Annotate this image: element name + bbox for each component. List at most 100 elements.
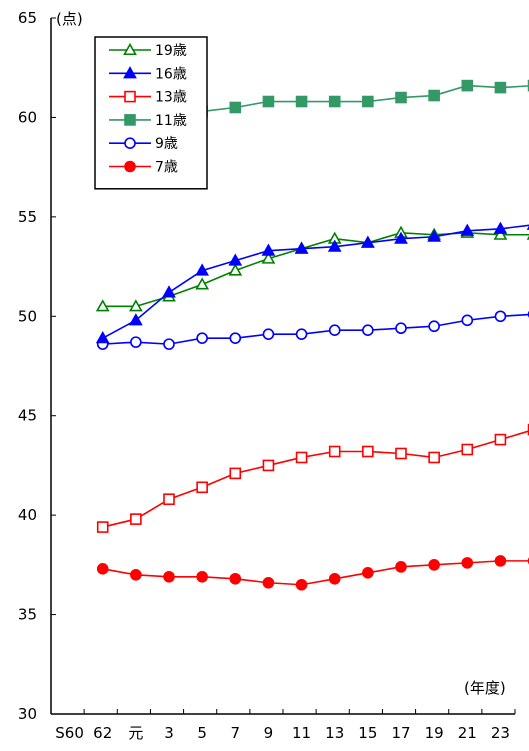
series-6-point [428, 559, 440, 571]
series-1-point [195, 277, 210, 290]
series-6-point [130, 568, 142, 581]
y-tick-label: 35 [18, 606, 37, 624]
y-tick-label: 30 [18, 705, 37, 723]
x-tick-label: 13 [325, 724, 344, 742]
series-1-point [493, 227, 508, 240]
series-5-point [494, 310, 507, 323]
series-5-point [428, 320, 440, 333]
series-4-point [229, 101, 242, 114]
series-3-point [362, 445, 374, 458]
x-tick-label: 21 [458, 724, 477, 742]
series-6-point [395, 561, 407, 573]
x-tick-label: 元 [128, 724, 143, 742]
series-2-point [228, 253, 243, 266]
series-4-point [428, 89, 440, 102]
series-5-point [461, 314, 474, 327]
series-4-point [362, 95, 374, 108]
x-tick-label: 3 [164, 724, 174, 742]
series-2-point [360, 235, 375, 248]
x-tick-label: 19 [425, 724, 444, 742]
x-tick-label: 62 [93, 724, 112, 742]
legend-label: 9歳 [155, 136, 178, 152]
series-3-point [395, 447, 407, 460]
legend-swatch-marker [123, 42, 137, 56]
series-6-point [163, 570, 175, 583]
legend-label: 13歳 [155, 90, 187, 106]
series-2-point [261, 243, 276, 256]
y-tick-label: 40 [18, 506, 37, 524]
legend-swatch-marker [124, 137, 136, 149]
x-tick-label: 5 [197, 724, 207, 742]
series-2-point [327, 239, 342, 252]
legend-swatch-marker [124, 160, 136, 173]
series-2-point [294, 241, 309, 254]
x-tick-label: S60 [55, 724, 84, 742]
legend-label: 7歳 [155, 160, 178, 176]
series-1-point [95, 299, 110, 312]
series-1-point [261, 251, 276, 264]
series-2-point [128, 313, 143, 326]
series-6-point [96, 563, 109, 575]
series-6-point [461, 557, 474, 569]
y-tick-label: 45 [18, 407, 37, 425]
x-tick-label: 11 [292, 724, 311, 742]
series-5-point [163, 338, 175, 350]
series-5-point [295, 328, 308, 340]
series-6-point [362, 567, 374, 579]
legend-swatch-marker [124, 114, 136, 126]
series-5-point [395, 322, 407, 335]
x-tick-label: 15 [358, 724, 377, 742]
series-2-point [162, 285, 176, 298]
y-axis-unit-label: (点) [56, 10, 83, 28]
series-4-point [494, 81, 507, 94]
series-3-point [163, 493, 175, 506]
series-6-point [229, 572, 242, 585]
series-6-point [262, 576, 275, 589]
series-4-point [328, 95, 341, 108]
series-1-point [228, 263, 243, 276]
series-3-point [428, 451, 440, 464]
series-5-point [229, 332, 242, 344]
legend-swatch-marker [124, 90, 136, 103]
x-tick-label: 9 [264, 724, 274, 742]
series-5-point [362, 324, 374, 337]
x-axis-unit-label: (年度) [464, 679, 506, 697]
series-3-point [96, 521, 109, 533]
legend-swatch-marker [123, 66, 137, 79]
y-tick-label: 55 [18, 208, 37, 226]
series-6-point [328, 572, 341, 585]
legend-label: 16歳 [155, 66, 187, 82]
legend-label: 11歳 [155, 113, 187, 129]
y-tick-label: 60 [18, 108, 37, 126]
series-2-point [427, 229, 442, 242]
series-layer [95, 79, 529, 591]
series-6-point [494, 555, 507, 567]
series-3-point [494, 433, 507, 446]
series-5-point [262, 328, 275, 340]
series-6-point [196, 570, 208, 583]
series-3-point [262, 459, 275, 472]
series-3-point [196, 481, 208, 494]
series-4-point [395, 91, 407, 104]
series-5-point [196, 332, 208, 344]
series-4-point [295, 95, 308, 108]
x-tick-label: 7 [231, 724, 241, 742]
legend-label: 19歳 [155, 43, 187, 59]
series-3-point [461, 443, 474, 456]
series-5-point [328, 324, 341, 337]
series-1-point [128, 299, 143, 312]
legend: 19歳 16歳 13歳 11歳 9歳 7歳 [94, 36, 208, 190]
series-2-point [195, 263, 210, 276]
series-4-point [262, 95, 275, 108]
x-tick-label: 23 [491, 724, 510, 742]
series-3-point [130, 513, 142, 525]
y-tick-label: 65 [18, 9, 37, 27]
series-1-line [102, 231, 529, 308]
y-tick-label: 50 [18, 307, 37, 325]
series-2-point [460, 223, 475, 236]
series-2-point [394, 231, 408, 244]
legend-box [94, 36, 208, 190]
x-tick-label: 17 [391, 724, 410, 742]
